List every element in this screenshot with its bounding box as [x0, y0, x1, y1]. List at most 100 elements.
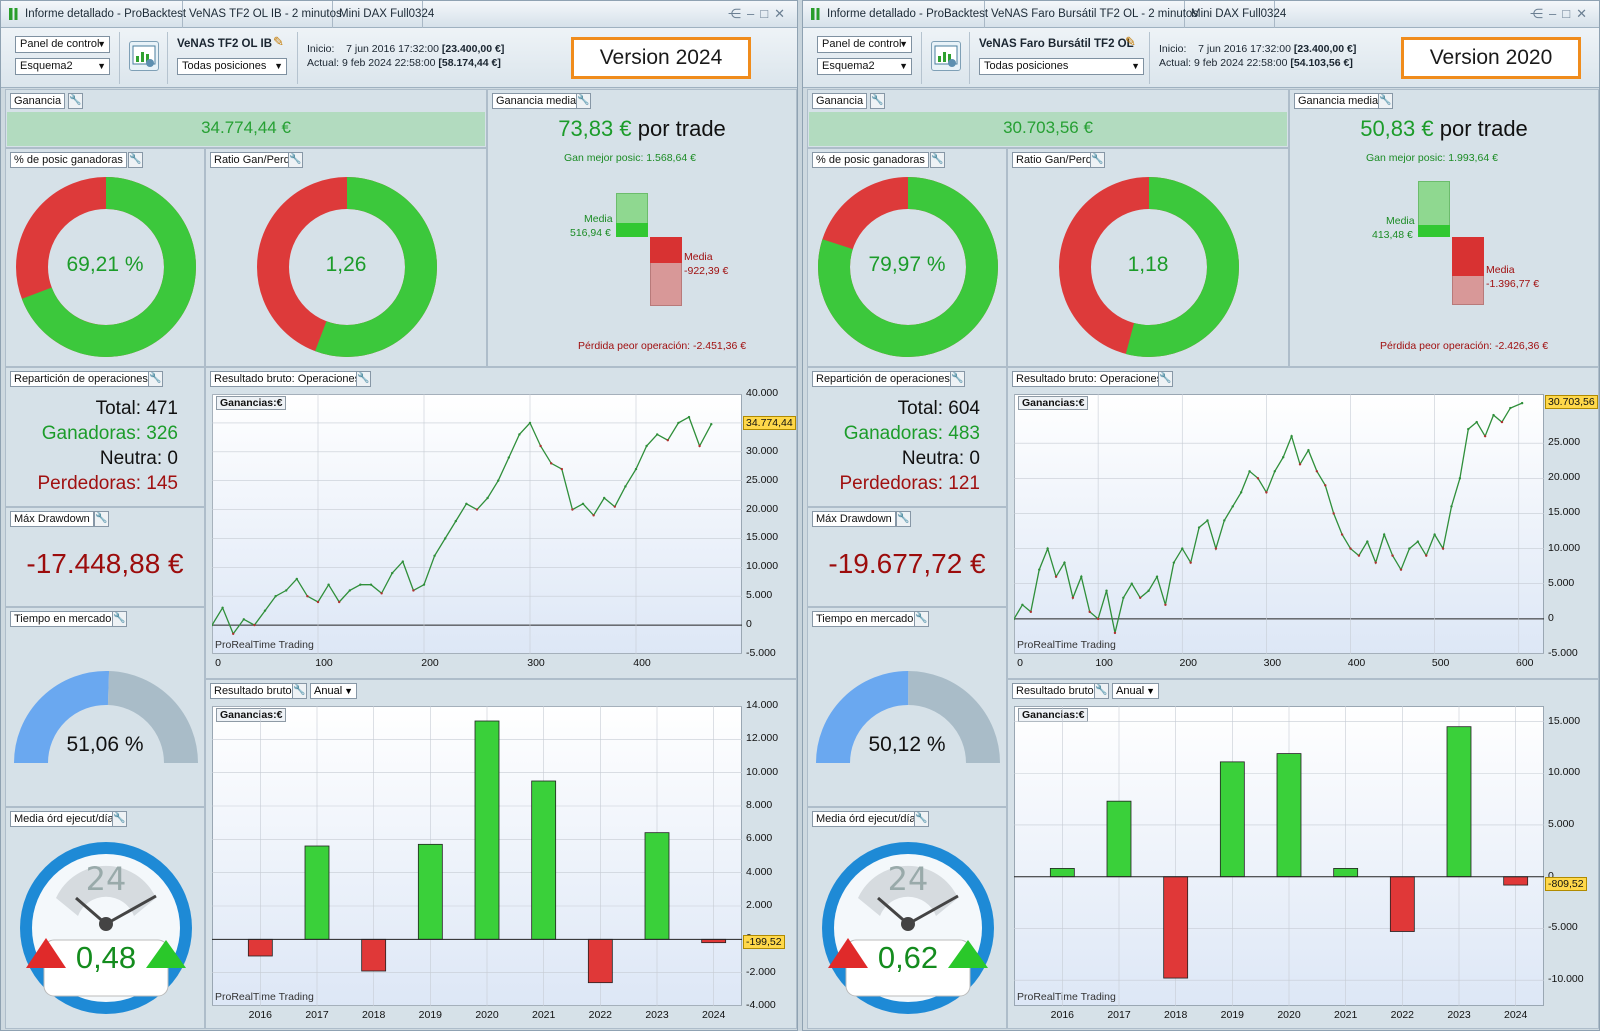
wrench-icon[interactable]: 🔧	[914, 811, 929, 827]
wrench-icon[interactable]: 🔧	[128, 152, 143, 168]
equity-point	[1492, 413, 1495, 417]
media-negative-value: -922,39 €	[684, 264, 729, 277]
x-tick: 2020	[1277, 1009, 1301, 1021]
wrench-icon[interactable]: 🔧	[1158, 371, 1173, 387]
scheme-select[interactable]: Esquema2 ▼	[15, 58, 110, 75]
equity-point	[1265, 491, 1268, 494]
report-settings-icon[interactable]	[931, 41, 961, 71]
minimize-icon[interactable]: –	[1549, 6, 1563, 21]
media-positive-label: Media	[1386, 215, 1415, 228]
panel-select[interactable]: Panel de control ▼	[15, 36, 110, 53]
equity-point	[422, 583, 426, 586]
title-tab[interactable]: VeNAS TF2 OL IB - 2 minutos	[183, 1, 342, 28]
ganadoras-ops: Ganadoras: 483	[843, 423, 980, 444]
pct-ganadoras-donut	[16, 177, 196, 357]
wrench-icon[interactable]: 🔧	[870, 93, 885, 109]
media-positive-bar	[616, 222, 648, 237]
equity-point	[1155, 575, 1159, 578]
equity-point	[1298, 463, 1302, 466]
ganancia-media-panel: Ganancia media 🔧 50,83 € por trade Gan mejo…	[1289, 89, 1599, 367]
total-ops: Total: 604	[897, 398, 980, 419]
positions-select[interactable]: Todas posiciones ▼	[177, 58, 287, 75]
close-icon[interactable]: ✕	[774, 6, 791, 21]
equity-point	[1357, 554, 1361, 557]
x-tick: 2021	[531, 1009, 556, 1021]
wrench-icon[interactable]: 🔧	[1094, 683, 1109, 699]
wrench-icon[interactable]: 🔧	[950, 371, 965, 387]
title-tab[interactable]: Informe detallado - ProBacktest	[5, 1, 186, 28]
toolbar-separator	[167, 32, 168, 84]
period-select[interactable]: Anual ▼	[310, 683, 358, 699]
pct-ganadoras-value: 69,21 %	[66, 253, 144, 276]
panel-select[interactable]: Panel de control ▼	[817, 36, 912, 53]
media-positive-value: 413,48 €	[1372, 229, 1413, 242]
equity-point	[1416, 540, 1420, 543]
date-range: Inicio: 7 jun 2016 17:32:00 [23.400,00 €…	[1159, 42, 1356, 70]
scheme-select[interactable]: Esquema2 ▼	[817, 58, 912, 75]
wrench-icon[interactable]: 🔧	[288, 152, 303, 168]
equity-point	[645, 444, 648, 448]
title-tab[interactable]: Mini DAX Full0324	[333, 1, 434, 28]
equity-point	[1520, 401, 1524, 405]
share-icon[interactable]: ⋲	[1530, 6, 1549, 21]
watermark: ProRealTime Trading	[215, 639, 314, 651]
wrench-icon[interactable]: 🔧	[576, 93, 591, 109]
annual-bar	[587, 938, 613, 984]
wrench-icon[interactable]: 🔧	[356, 371, 371, 387]
equity-point	[348, 589, 351, 592]
wrench-icon[interactable]: 🔧	[914, 611, 929, 627]
equity-point	[571, 508, 574, 511]
period-select[interactable]: Anual ▼	[1112, 683, 1160, 699]
wrench-icon[interactable]: 🔧	[112, 611, 127, 627]
equity-point	[221, 606, 224, 609]
wrench-icon[interactable]: 🔧	[292, 683, 307, 699]
equity-point	[1138, 596, 1142, 599]
title-tab[interactable]: Informe detallado - ProBacktest	[807, 1, 988, 28]
wrench-icon[interactable]: 🔧	[148, 371, 163, 387]
equity-point	[539, 444, 542, 448]
scheme-select-value: Esquema2	[822, 60, 875, 72]
y-tick: 4.000	[746, 865, 773, 878]
wrench-icon[interactable]: 🔧	[1090, 152, 1105, 168]
toolbar-separator	[1149, 32, 1150, 84]
equity-point	[1231, 505, 1234, 508]
wrench-icon[interactable]: 🔧	[112, 811, 127, 827]
y-tick: 10.000	[1548, 541, 1581, 554]
toolbar: Panel de control ▼ Esquema2 ▼ VeNAS TF2 OL I…	[1, 28, 797, 88]
annual-bar	[474, 720, 500, 940]
annual-bar	[361, 938, 387, 972]
pct-ganadoras-label: % de posic ganadoras	[812, 152, 929, 168]
ratio-label: Ratio Gan/Perd	[1012, 152, 1096, 168]
reparticion-panel: Repartición de operaciones 🔧 Total: 604 Gan…	[807, 367, 1007, 507]
equity-curve-label: Resultado bruto: Operaciones	[210, 371, 365, 387]
edit-pencil-icon[interactable]: ✎	[273, 34, 284, 49]
tiempo-value: 51,06 %	[66, 733, 144, 756]
title-tab[interactable]: Mini DAX Full0324	[1185, 1, 1286, 28]
share-icon[interactable]: ⋲	[728, 6, 747, 21]
maximize-icon[interactable]: □	[760, 6, 775, 21]
tiempo-value: 50,12 %	[868, 733, 946, 756]
report-settings-icon[interactable]	[129, 41, 159, 71]
wrench-icon[interactable]: 🔧	[94, 511, 109, 527]
minimize-icon[interactable]: –	[747, 6, 761, 21]
annual-result-label: Resultado bruto	[1012, 683, 1098, 699]
annual-result-label: Resultado bruto	[210, 683, 296, 699]
wrench-icon[interactable]: 🔧	[896, 511, 911, 527]
maximize-icon[interactable]: □	[1562, 6, 1577, 21]
close-icon[interactable]: ✕	[1576, 6, 1593, 21]
tiempo-gauge	[14, 671, 198, 764]
equity-point	[1307, 449, 1310, 452]
wrench-icon[interactable]: 🔧	[1378, 93, 1393, 109]
edit-pencil-icon[interactable]: ✎	[1125, 34, 1136, 49]
chart-logo-icon	[9, 8, 21, 20]
y-tick: 0	[1548, 869, 1554, 882]
x-tick: 600	[1515, 657, 1534, 669]
equity-point	[1105, 589, 1108, 592]
actual-row: Actual: 9 feb 2024 22:58:00 [54.103,56 €…	[1159, 57, 1353, 69]
title-tab[interactable]: VeNAS Faro Bursátil TF2 OL - 2 minutos	[985, 1, 1198, 28]
y-tick: 10.000	[1548, 766, 1581, 779]
positions-select[interactable]: Todas posiciones ▼	[979, 58, 1144, 75]
reparticion-values: Total: 604 Ganadoras: 483 Neutra: 0 Perdedo…	[808, 396, 1006, 496]
wrench-icon[interactable]: 🔧	[930, 152, 945, 168]
wrench-icon[interactable]: 🔧	[68, 93, 83, 109]
